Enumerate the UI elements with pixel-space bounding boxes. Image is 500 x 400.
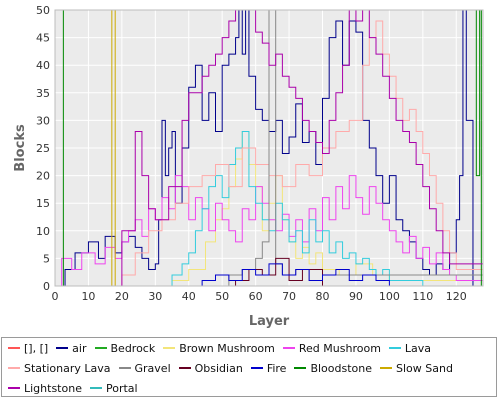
legend-item: Obsidian: [178, 361, 243, 375]
legend-item: Lava: [388, 341, 432, 355]
x-tick-label: 80: [316, 290, 330, 303]
legend-row: [], [] air Bedrock Brown Mushroom Red Mushro…: [8, 338, 439, 358]
legend-label: Bedrock: [110, 341, 156, 355]
legend-item: Portal: [89, 381, 138, 395]
x-tick-label: 10: [81, 290, 95, 303]
series-line-1: [55, 9, 483, 287]
legend-item: Brown Mushroom: [163, 342, 275, 355]
legend-swatch: [8, 367, 20, 369]
legend-item: Stationary Lava: [8, 362, 111, 375]
legend-swatch: [380, 367, 393, 369]
x-tick-labels: 0 10 20 30 40 50 60 70 80 90 100 110 120: [52, 290, 467, 303]
plot-border: [54, 9, 484, 287]
legend-swatch: [294, 367, 307, 369]
legend-label: Obsidian: [194, 361, 243, 375]
legend: [], [] air Bedrock Brown Mushroom Red Mushro…: [1, 337, 497, 397]
chart: 0 10 20 30 40 50 60 70 80 90 100 110 120 0 5 10 15 20 25 3…: [13, 4, 484, 329]
legend-swatch: [282, 347, 295, 349]
y-tick-label: 10: [36, 225, 50, 238]
legend-swatch: [94, 347, 107, 349]
legend-label: Red Mushroom: [298, 341, 381, 355]
legend-item: Fire: [250, 361, 287, 375]
y-tick-label: 0: [43, 280, 50, 293]
x-tick-label: 90: [349, 290, 363, 303]
y-tick-label: 35: [36, 87, 50, 100]
legend-item: Bedrock: [94, 341, 156, 355]
y-axis-title: Blocks: [13, 124, 28, 172]
x-tick-label: 110: [412, 290, 433, 303]
x-tick-label: 30: [148, 290, 162, 303]
y-tick-label: 45: [36, 32, 50, 45]
x-axis-title: Layer: [249, 314, 290, 329]
legend-label: Lava: [404, 341, 432, 355]
x-tick-label: 60: [249, 290, 263, 303]
legend-label: Lightstone: [24, 381, 82, 395]
x-tick-label: 40: [182, 290, 196, 303]
legend-swatch: [8, 347, 20, 349]
legend-label: Brown Mushroom: [179, 341, 275, 355]
legend-item: Lightstone: [8, 382, 82, 395]
legend-label: Fire: [266, 361, 287, 375]
y-tick-label: 20: [36, 170, 50, 183]
y-tick-label: 15: [36, 197, 50, 210]
y-tick-label: 40: [36, 59, 50, 72]
legend-swatch: [89, 387, 102, 389]
legend-swatch: [8, 387, 20, 389]
y-tick-label: 25: [36, 142, 50, 155]
y-tick-label: 5: [43, 252, 50, 265]
legend-item: air: [56, 341, 87, 355]
legend-swatch: [56, 347, 69, 349]
x-tick-label: 0: [52, 290, 59, 303]
x-tick-label: 50: [215, 290, 229, 303]
y-tick-labels: 0 5 10 15 20 25 30 35 40 45 50: [36, 4, 50, 293]
legend-item: Red Mushroom: [282, 341, 381, 355]
legend-swatch: [118, 367, 131, 369]
series-line-5: [55, 130, 483, 287]
legend-item: Slow Sand: [380, 362, 453, 375]
x-tick-label: 100: [379, 290, 400, 303]
legend-row: Lightstone Portal: [8, 378, 146, 398]
legend-item: [], []: [8, 342, 48, 355]
legend-label: Bloodstone: [310, 361, 373, 375]
legend-label: Stationary Lava: [24, 361, 111, 375]
legend-label: Slow Sand: [396, 361, 453, 375]
legend-item: Bloodstone: [294, 362, 372, 375]
y-tick-label: 30: [36, 114, 50, 127]
legend-swatch: [178, 367, 191, 369]
series-line-12: [55, 9, 484, 287]
legend-item: Gravel: [118, 361, 171, 375]
legend-label: air: [72, 341, 87, 355]
x-tick-label: 120: [446, 290, 467, 303]
legend-swatch: [163, 347, 176, 349]
y-tick-label: 50: [36, 4, 50, 17]
series-line-6: [55, 20, 484, 287]
x-tick-label: 70: [282, 290, 296, 303]
legend-swatch: [250, 367, 263, 369]
legend-label: Portal: [105, 381, 138, 395]
legend-row: Stationary Lava Gravel Obsidian Fire Bloodst…: [8, 358, 461, 378]
x-tick-label: 20: [115, 290, 129, 303]
legend-label: Gravel: [134, 361, 171, 375]
series-line-9: [55, 263, 483, 287]
legend-swatch: [388, 347, 401, 349]
legend-label: [], []: [24, 341, 49, 355]
